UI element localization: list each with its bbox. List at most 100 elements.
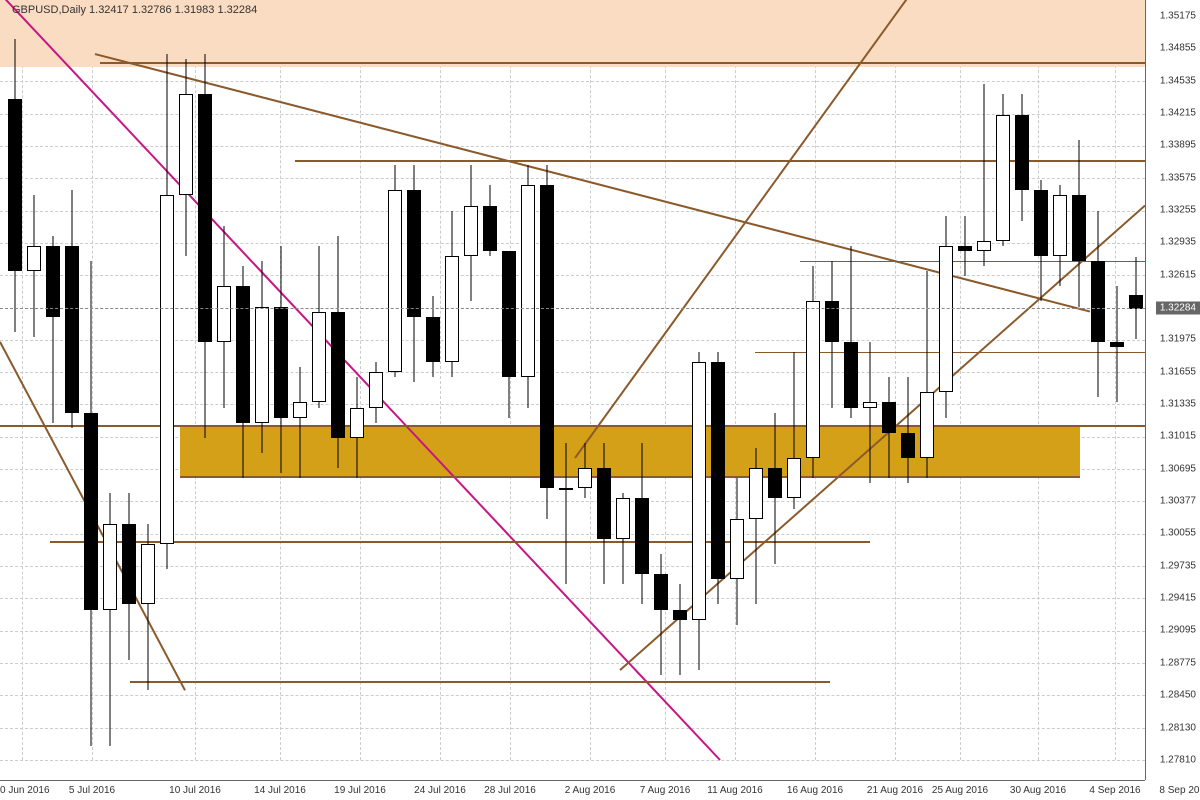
- y-tick-label: 1.28775: [1160, 657, 1196, 668]
- x-tick-label: 24 Jul 2016: [414, 785, 466, 796]
- x-tick-label: 10 Jul 2016: [169, 785, 221, 796]
- y-tick-label: 1.33255: [1160, 205, 1196, 216]
- x-tick-label: 2 Aug 2016: [565, 785, 616, 796]
- x-tick-label: 14 Jul 2016: [254, 785, 306, 796]
- x-tick-label: 21 Aug 2016: [867, 785, 923, 796]
- x-tick-label: 19 Jul 2016: [334, 785, 386, 796]
- candle: [863, 0, 877, 760]
- y-tick-label: 1.34535: [1160, 75, 1196, 86]
- candle: [331, 0, 345, 760]
- candle: [844, 0, 858, 760]
- candle: [711, 0, 725, 760]
- candle: [673, 0, 687, 760]
- x-tick-label: 8 Sep 2016: [1159, 785, 1200, 796]
- y-tick-label: 1.34215: [1160, 108, 1196, 119]
- candle: [483, 0, 497, 760]
- candle: [521, 0, 535, 760]
- x-tick-label: 30 Jun 2016: [0, 785, 50, 796]
- y-tick-label: 1.35175: [1160, 11, 1196, 22]
- candle: [578, 0, 592, 760]
- y-tick-label: 1.30377: [1160, 495, 1196, 506]
- candle: [179, 0, 193, 760]
- x-tick-label: 11 Aug 2016: [707, 785, 762, 796]
- candle: [787, 0, 801, 760]
- candle: [198, 0, 212, 760]
- candle: [559, 0, 573, 760]
- plot-area[interactable]: [0, 0, 1145, 780]
- x-tick-label: 30 Aug 2016: [1010, 785, 1066, 796]
- candle: [920, 0, 934, 760]
- candle: [388, 0, 402, 760]
- candle: [692, 0, 706, 760]
- candle: [996, 0, 1010, 760]
- x-tick-label: 16 Aug 2016: [787, 785, 843, 796]
- candle: [768, 0, 782, 760]
- y-tick-label: 1.30055: [1160, 528, 1196, 539]
- candle: [255, 0, 269, 760]
- candle: [901, 0, 915, 760]
- candle: [597, 0, 611, 760]
- y-tick-label: 1.30695: [1160, 463, 1196, 474]
- candle: [616, 0, 630, 760]
- candle: [65, 0, 79, 760]
- candle: [1053, 0, 1067, 760]
- x-tick-label: 25 Aug 2016: [932, 785, 988, 796]
- candle: [274, 0, 288, 760]
- y-tick-label: 1.29095: [1160, 625, 1196, 636]
- candle: [369, 0, 383, 760]
- x-tick-label: 4 Sep 2016: [1089, 785, 1140, 796]
- horizontal-line: [130, 681, 830, 683]
- x-axis: 30 Jun 2016 5 Jul 2016 10 Jul 2016 14 Jul 2…: [0, 780, 1145, 800]
- y-tick-label: 1.34855: [1160, 43, 1196, 54]
- candle: [635, 0, 649, 760]
- y-tick-label: 1.32935: [1160, 237, 1196, 248]
- y-tick-label: 1.31335: [1160, 398, 1196, 409]
- candle: [939, 0, 953, 760]
- candle: [84, 0, 98, 760]
- candle: [350, 0, 364, 760]
- y-axis: 1.35175 1.34855 1.34535 1.34215 1.33895 1.335…: [1145, 0, 1200, 780]
- candlestick-chart[interactable]: GBPUSD,Daily 1.32417 1.32786 1.31983 1.3…: [0, 0, 1200, 800]
- candle: [1129, 0, 1143, 760]
- candle: [540, 0, 554, 760]
- candle: [1015, 0, 1029, 760]
- y-tick-label: 1.27810: [1160, 755, 1196, 766]
- candle: [445, 0, 459, 760]
- candle: [46, 0, 60, 760]
- y-tick-label: 1.29415: [1160, 592, 1196, 603]
- candle: [1091, 0, 1105, 760]
- candle: [958, 0, 972, 760]
- candle: [977, 0, 991, 760]
- candle: [1034, 0, 1048, 760]
- y-tick-label: 1.32615: [1160, 269, 1196, 280]
- candle: [236, 0, 250, 760]
- y-tick-label: 1.28130: [1160, 722, 1196, 733]
- y-tick-label: 1.31975: [1160, 334, 1196, 345]
- candle: [882, 0, 896, 760]
- candle: [730, 0, 744, 760]
- y-tick-label: 1.31655: [1160, 366, 1196, 377]
- candle: [312, 0, 326, 760]
- x-tick-label: 28 Jul 2016: [484, 785, 536, 796]
- candle: [749, 0, 763, 760]
- current-price-tag: 1.32284: [1156, 302, 1200, 315]
- candle: [217, 0, 231, 760]
- candle: [407, 0, 421, 760]
- candle: [464, 0, 478, 760]
- candle: [122, 0, 136, 760]
- candle: [141, 0, 155, 760]
- candle: [806, 0, 820, 760]
- candle: [1110, 0, 1124, 760]
- candle: [103, 0, 117, 760]
- candle: [8, 0, 22, 760]
- y-tick-label: 1.29735: [1160, 560, 1196, 571]
- y-tick-label: 1.33575: [1160, 172, 1196, 183]
- candle: [27, 0, 41, 760]
- x-tick-label: 5 Jul 2016: [69, 785, 115, 796]
- candle: [502, 0, 516, 760]
- candle: [426, 0, 440, 760]
- y-tick-label: 1.28450: [1160, 690, 1196, 701]
- candle: [293, 0, 307, 760]
- candle: [654, 0, 668, 760]
- y-tick-label: 1.33895: [1160, 140, 1196, 151]
